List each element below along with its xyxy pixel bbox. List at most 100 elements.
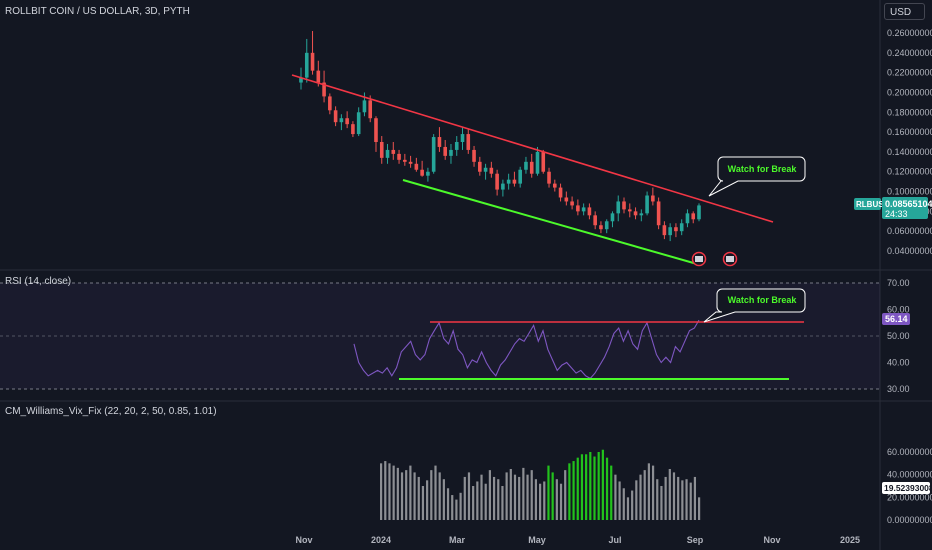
candle [408, 155, 413, 168]
candle [697, 203, 701, 222]
vix-bar [547, 465, 550, 520]
candle [627, 203, 632, 218]
vix-bar [685, 479, 688, 520]
vix-tick-label: 40.00000000 [887, 470, 932, 480]
candle [633, 207, 638, 220]
vix-bar [626, 497, 630, 520]
candle [495, 169, 499, 196]
vix-bar [672, 472, 676, 520]
candle [351, 121, 355, 138]
vix-bar [668, 469, 671, 520]
price-tick-label: 0.24000000 [887, 48, 932, 58]
vix-bar [413, 472, 416, 520]
vix-bar [555, 479, 558, 520]
rsi-series [353, 319, 700, 380]
vix-fix-bars [380, 449, 701, 520]
vix-bar [409, 465, 412, 520]
vix-bar [396, 467, 399, 520]
candle-series [299, 31, 701, 242]
candle [443, 140, 448, 160]
vix-bar [551, 472, 554, 520]
vix-bar [467, 472, 471, 520]
price-tick-label: 0.22000000 [887, 68, 932, 78]
candle [622, 197, 626, 214]
time-tick-label: 2024 [371, 535, 391, 545]
candle [426, 167, 430, 182]
candle [674, 223, 678, 238]
vix-bar [614, 474, 617, 520]
time-tick-label: Jul [608, 535, 621, 545]
vix-bar [539, 483, 542, 520]
candle [431, 134, 436, 174]
candle [570, 196, 574, 210]
candle [403, 153, 407, 166]
vix-bar [656, 479, 659, 520]
vix-bar [392, 465, 395, 520]
vix-bar [580, 454, 584, 520]
vix-bar [576, 457, 579, 520]
rsi-tick-label: 40.00 [887, 358, 910, 368]
candle [593, 211, 597, 230]
price-tick-label: 0.26000000 [887, 28, 932, 38]
candle [587, 203, 592, 220]
svg-text:24:33: 24:33 [885, 209, 908, 219]
svg-text:0.08565104: 0.08565104 [885, 199, 932, 209]
vix-bar [610, 465, 613, 520]
candle [368, 95, 373, 123]
currency-button[interactable]: USD [884, 3, 925, 20]
candle [547, 167, 551, 188]
candle [506, 173, 511, 190]
vix-bar [400, 472, 404, 520]
time-tick-label: Mar [449, 535, 466, 545]
vix-bar [442, 479, 445, 520]
vix-bar [530, 470, 533, 520]
candle [466, 129, 471, 154]
candle [529, 153, 534, 178]
rsi-watch-for-break-callout[interactable]: Watch for Break [703, 288, 806, 323]
vix-bar [564, 470, 567, 520]
vix-bar [597, 452, 600, 520]
event-marker[interactable] [722, 251, 738, 267]
vix-bar [446, 488, 450, 520]
vix-title: CM_Williams_Vix_Fix (22, 20, 2, 50, 0.85… [5, 406, 217, 417]
candle [379, 136, 384, 164]
vix-bar [480, 474, 483, 520]
vix-bar [643, 470, 646, 520]
candle [535, 146, 540, 176]
vix-bar [568, 463, 571, 520]
vix-bar [488, 470, 491, 520]
candle [524, 156, 528, 174]
vix-bar [438, 472, 441, 520]
candle [564, 191, 569, 206]
event-marker[interactable] [691, 251, 707, 267]
candle [599, 221, 603, 234]
candle [385, 143, 390, 164]
callout-text: Watch for Break [728, 295, 798, 305]
vix-bar [501, 486, 504, 520]
rsi-line [353, 319, 700, 380]
candle [449, 143, 453, 164]
candle [679, 219, 684, 236]
candle [454, 136, 459, 156]
candle [552, 179, 557, 192]
candle [437, 127, 442, 152]
rsi-tick-label: 70.00 [887, 278, 910, 288]
rsi-value-label: 56.14 [882, 313, 910, 325]
vix-bar [522, 467, 525, 520]
resistance-trendline[interactable] [291, 74, 774, 223]
candle [656, 197, 661, 230]
vix-bar [492, 476, 496, 520]
candle [460, 127, 465, 150]
candle [322, 70, 326, 103]
candle [668, 223, 672, 242]
support-trendline[interactable] [402, 179, 698, 265]
candle [304, 38, 309, 83]
vix-bar [605, 457, 609, 520]
rsi-tick-label: 60.00 [887, 305, 910, 315]
candle [616, 195, 621, 222]
vix-bar [455, 499, 458, 520]
last-price-label: RLBUSD 0.08565104 24:33 [854, 197, 932, 219]
watch-for-break-callout[interactable]: Watch for Break [708, 156, 806, 197]
candle [333, 106, 338, 127]
vix-bar [513, 474, 517, 520]
